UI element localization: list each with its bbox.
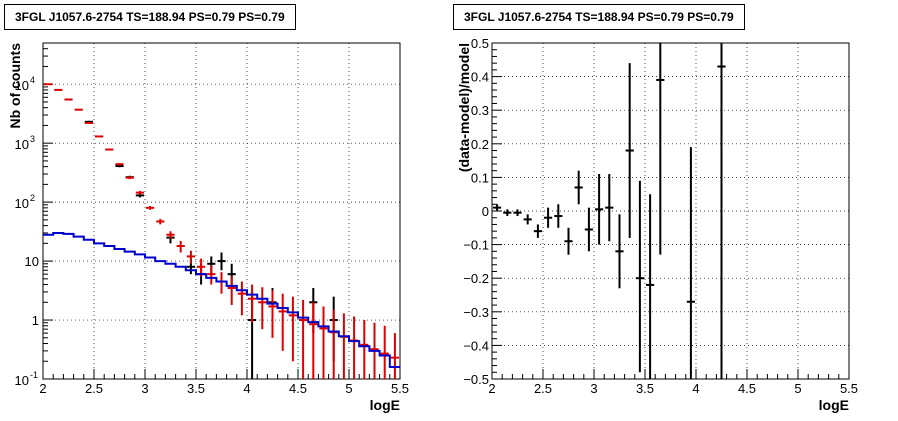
y-axis-label: (data-model)/model [456, 43, 472, 172]
y-tick-exponent: 2 [30, 193, 35, 203]
y-tick-label: 0.4 [471, 70, 489, 85]
x-tick-label: 2.5 [534, 381, 552, 396]
series [43, 231, 400, 368]
chart-title: 3FGL J1057.6-2754 TS=188.94 PS=0.79 PS=0… [453, 4, 745, 30]
y-tick-exponent: -1 [30, 370, 38, 380]
x-tick-label: 2 [39, 381, 46, 396]
y-tick-exponent: 4 [30, 75, 35, 85]
y-tick-exponent: 3 [30, 134, 35, 144]
y-tick-label: 10 [15, 137, 29, 152]
x-axis-label: logE [370, 397, 400, 413]
x-tick-label: 5.5 [840, 381, 858, 396]
x-tick-label: 3 [141, 381, 148, 396]
y-tick-label: 1 [32, 313, 39, 328]
y-tick-label: 0.2 [471, 137, 489, 152]
x-tick-label: 2 [488, 381, 495, 396]
x-tick-label: 2.5 [85, 381, 103, 396]
y-tick-label: −0.3 [463, 305, 489, 320]
x-tick-label: 4.5 [289, 381, 307, 396]
x-tick-label: 5.5 [391, 381, 409, 396]
chart-title: 3FGL J1057.6-2754 TS=188.94 PS=0.79 PS=0… [4, 4, 296, 30]
residuals-panel: 2 2.5 3 3.5 4 4.5 5 5.5 −0.5 −0.4 −0.3 −0.2 −0.1 0 0.1… [449, 0, 898, 421]
x-tick-label: 3.5 [187, 381, 205, 396]
y-tick-label: 10 [15, 196, 29, 211]
x-tick-label: 5 [794, 381, 801, 396]
residuals-chart: 2 2.5 3 3.5 4 4.5 5 5.5 −0.5 −0.4 −0.3 −0.2 −0.1 0 0.1… [456, 36, 858, 413]
series [493, 43, 726, 379]
model-step-line [43, 231, 400, 368]
y-tick-label: 10 [25, 254, 39, 269]
plot-frame [491, 42, 850, 380]
y-tick-label: −0.4 [463, 338, 489, 353]
x-tick-label: 3 [590, 381, 597, 396]
y-tick-label: 10 [15, 373, 29, 388]
y-tick-label: 10 [15, 78, 29, 93]
y-tick-label: −0.5 [463, 372, 489, 387]
x-tick-label: 5 [345, 381, 352, 396]
x-tick-label: 4.5 [738, 381, 756, 396]
y-tick-label: −0.2 [463, 271, 489, 286]
x-tick-label: 4 [243, 381, 250, 396]
plot-frame [42, 42, 401, 380]
y-tick-label: 0.1 [471, 170, 489, 185]
series [44, 83, 399, 379]
x-axis-label: logE [819, 397, 849, 413]
y-tick-label: 0.3 [471, 103, 489, 118]
x-tick-label: 3.5 [636, 381, 654, 396]
y-axis-label: Nb of counts [7, 43, 23, 129]
x-tick-label: 4 [692, 381, 699, 396]
counts-panel: 2 2.5 3 3.5 4 4.5 5 5.5 10 -1 1 10 10 2 10 3 10 4 logE Nb o… [4, 4, 409, 413]
y-tick-label: 0 [482, 204, 489, 219]
y-tick-label: −0.1 [463, 238, 489, 253]
y-tick-label: 0.5 [471, 36, 489, 51]
